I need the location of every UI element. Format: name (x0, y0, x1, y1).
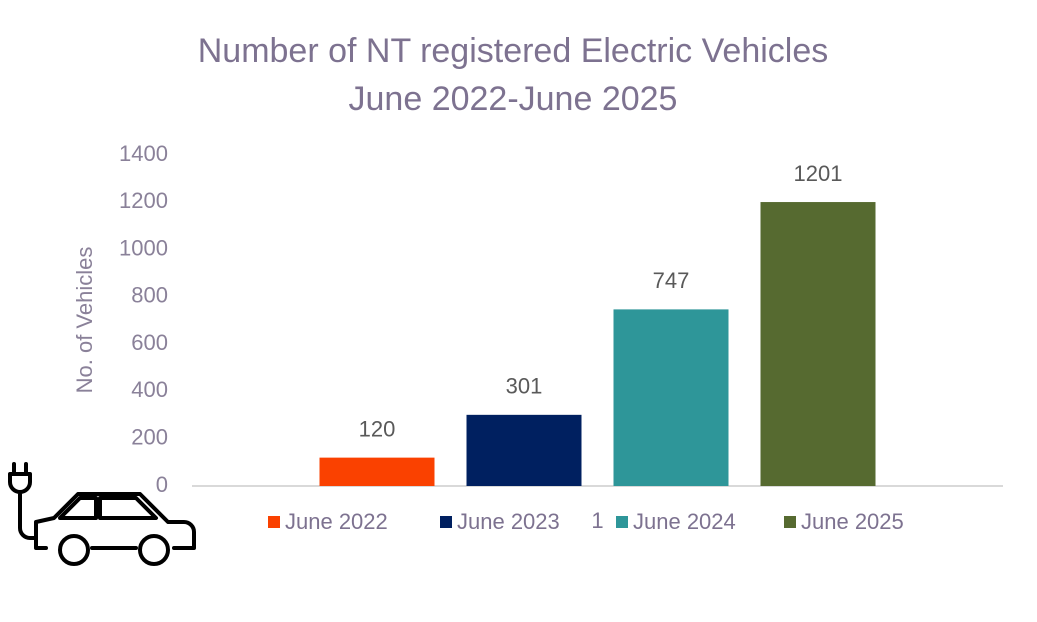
chart-title: Number of NT registered Electric Vehicle… (198, 32, 829, 70)
value-label: 747 (653, 268, 690, 293)
y-tick-label: 800 (131, 283, 168, 308)
bar (613, 309, 729, 486)
legend-label: June 2025 (801, 509, 904, 534)
value-label: 1201 (794, 161, 843, 186)
legend-swatch (616, 516, 628, 528)
y-tick-label: 600 (131, 330, 168, 355)
y-tick-label: 1200 (119, 188, 168, 213)
y-tick-label: 200 (131, 425, 168, 450)
y-tick-label: 1400 (119, 141, 168, 166)
legend-label: June 2023 (457, 509, 560, 534)
legend-label: June 2022 (285, 509, 388, 534)
legend-label: June 2024 (633, 509, 736, 534)
bar (319, 457, 435, 486)
y-tick-label: 1000 (119, 235, 168, 260)
legend-swatch (268, 516, 280, 528)
y-tick-label: 400 (131, 377, 168, 402)
y-axis-title: No. of Vehicles (72, 247, 97, 394)
legend-swatch (784, 516, 796, 528)
y-tick-label: 0 (156, 472, 168, 497)
x-tick-label: 1 (591, 508, 603, 533)
legend-swatch (440, 516, 452, 528)
car-icon (8, 462, 196, 566)
bar (760, 202, 876, 486)
value-label: 301 (506, 374, 543, 399)
bar (466, 414, 582, 486)
value-label: 120 (359, 416, 396, 441)
chart-subtitle: June 2022-June 2025 (349, 80, 678, 118)
